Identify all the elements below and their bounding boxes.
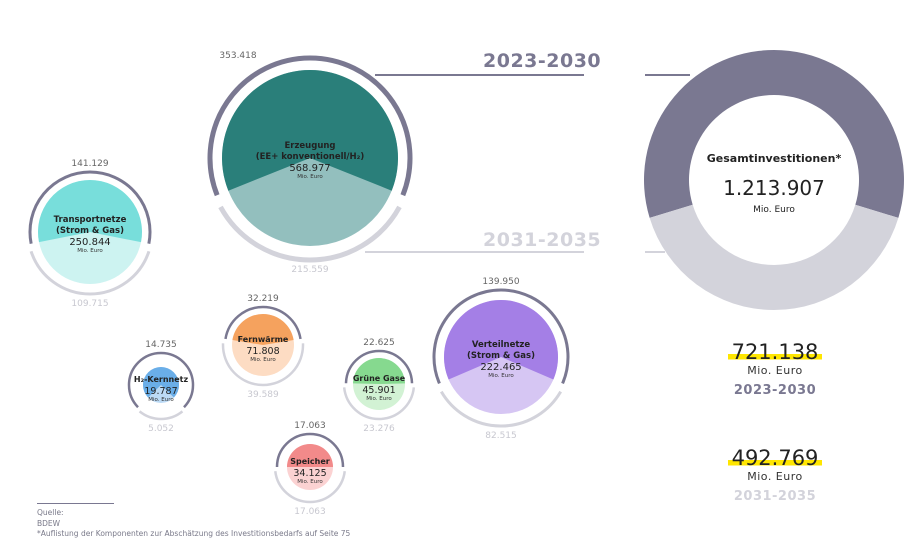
footer-divider — [37, 503, 114, 504]
bubble-total: 568.977 — [289, 163, 330, 174]
bubble-unit: Mio. Euro — [488, 373, 514, 379]
period1-total: 721.138 — [727, 340, 823, 364]
period2-label: 2031-2035 — [733, 489, 817, 504]
ring-period1-arc — [207, 55, 413, 197]
total-unit: Mio. Euro — [753, 205, 795, 215]
ring-period2-arc — [138, 410, 184, 421]
bubble-period1-slice — [232, 314, 294, 345]
bubble-unit: Mio. Euro — [297, 479, 323, 485]
ring-period1-arc — [344, 349, 414, 384]
period1-value-label: 14.735 — [145, 340, 177, 350]
bubble-total: 34.125 — [293, 468, 326, 479]
period2-value-label: 82.515 — [485, 431, 517, 441]
ring-period2-arc — [342, 387, 416, 421]
bubble-name: (Strom & Gas) — [467, 351, 535, 361]
period-label-2031-2035: 2031-2035 — [483, 229, 602, 251]
period1-label: 2023-2030 — [733, 383, 817, 398]
ring-period2-arc — [440, 390, 562, 428]
period1-unit: Mio. Euro — [747, 364, 803, 377]
bubble-total: 222.465 — [480, 362, 521, 373]
summary-period2: 492.769 Mio. Euro 2031-2035 — [700, 446, 850, 504]
bubble-period1-slice — [287, 444, 333, 468]
period1-value-label: 353.418 — [219, 51, 256, 61]
bubble-period1-slice — [353, 357, 405, 384]
ring-period1-arc — [127, 351, 195, 409]
bubble-total: 45.901 — [362, 385, 395, 396]
bubble-total: 19.787 — [144, 386, 177, 397]
bubble-name: Erzeugung — [284, 141, 335, 151]
ring-period2-arc — [274, 471, 346, 504]
bubble-name: (EE+ konventionell/H₂) — [256, 152, 365, 162]
period2-total: 492.769 — [727, 446, 823, 470]
bubble-unit: Mio. Euro — [148, 397, 174, 403]
period2-value-label: 39.589 — [247, 390, 279, 400]
total-label: Gesamtinvestitionen* — [707, 152, 842, 165]
summary-period1: 721.138 Mio. Euro 2023-2030 — [700, 340, 850, 398]
period2-value-label: 109.715 — [71, 299, 108, 309]
ring-period2-arc — [29, 250, 151, 296]
period1-value-label: 139.950 — [482, 277, 519, 287]
source: BDEW — [37, 519, 61, 528]
ring-period1-arc — [432, 288, 570, 385]
period1-value-label: 17.063 — [294, 421, 326, 431]
period2-value-label: 5.052 — [148, 424, 174, 434]
bubble-name: Verteilnetze — [472, 340, 531, 350]
footnote: *Auflistung der Komponenten zur Abschätz… — [37, 529, 351, 538]
bubble-period1-slice — [143, 366, 180, 398]
bubble-period1-slice — [37, 180, 142, 243]
period1-value-label: 32.219 — [247, 294, 279, 304]
bubble-unit: Mio. Euro — [77, 248, 103, 254]
donut-period1-segment — [644, 50, 904, 218]
bubble-unit: Mio. Euro — [297, 174, 323, 180]
period1-value-label: 22.625 — [363, 338, 395, 348]
bubble-name: H₂-Kernnetz — [134, 375, 189, 384]
bubble-total: 71.808 — [246, 346, 279, 357]
donut-period2-segment — [649, 204, 899, 310]
bubble-name: Transportnetze — [54, 215, 127, 225]
period2-value-label: 23.276 — [363, 424, 395, 434]
source-label: Quelle: — [37, 508, 64, 517]
bubble-period1-slice — [221, 69, 399, 191]
period2-value-label: 17.063 — [294, 507, 326, 517]
bubble-total: 250.844 — [69, 237, 110, 248]
ring-period2-arc — [221, 343, 305, 387]
period-label-2023-2030: 2023-2030 — [483, 50, 602, 72]
bubble-name: Fernwärme — [238, 335, 289, 344]
bubble-name: Grüne Gase — [353, 374, 406, 383]
ring-period1-arc — [224, 305, 302, 340]
bubble-unit: Mio. Euro — [250, 357, 276, 363]
bubble-unit: Mio. Euro — [366, 396, 392, 402]
bubble-name: (Strom & Gas) — [56, 226, 124, 236]
ring-period1-arc — [275, 432, 345, 468]
period2-value-label: 215.559 — [291, 265, 328, 275]
period2-unit: Mio. Euro — [747, 470, 803, 483]
period1-value-label: 141.129 — [71, 159, 108, 169]
ring-period2-arc — [218, 205, 402, 263]
bubble-period1-slice — [444, 300, 558, 380]
ring-period1-arc — [28, 170, 152, 245]
total-value: 1.213.907 — [723, 176, 825, 200]
bubble-name: Speicher — [290, 457, 330, 466]
